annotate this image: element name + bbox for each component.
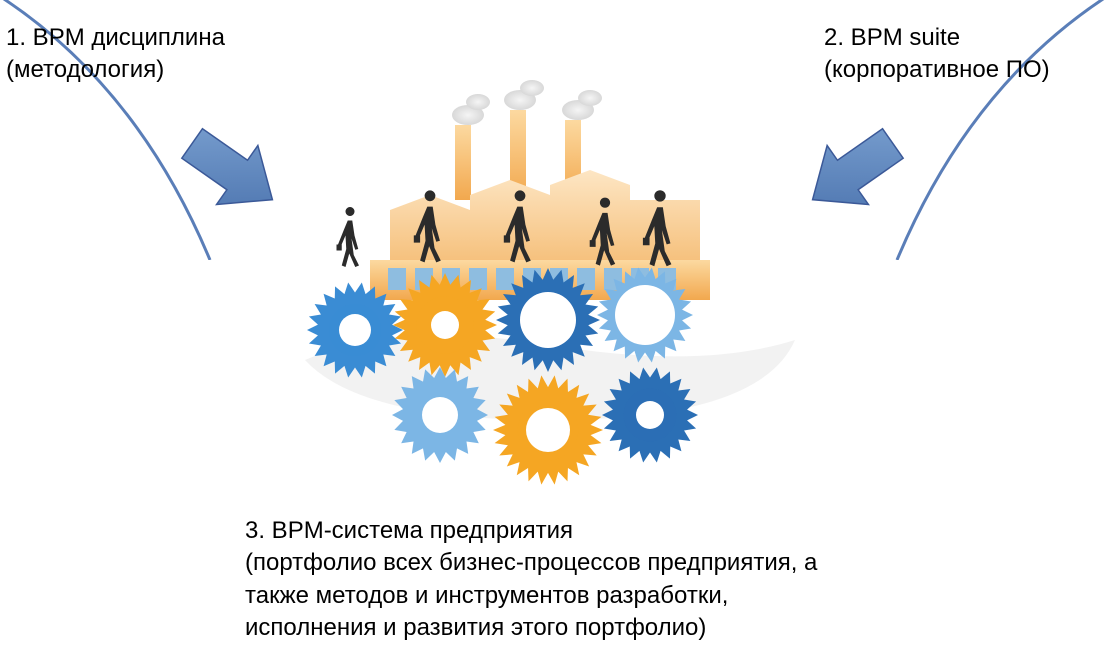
- label-3: 3. BPM-система предприятия (портфолио вс…: [245, 515, 925, 645]
- arrow-left: [160, 110, 290, 240]
- gear: [393, 273, 497, 377]
- label-2-line-2: (корпоративное ПО): [824, 56, 1050, 83]
- arrow-right: [795, 110, 925, 240]
- label-3-line-3: также методов и инструментов разработки,: [245, 582, 728, 609]
- label-3-line-1: 3. BPM-система предприятия: [245, 517, 573, 544]
- label-3-line-2: (портфолио всех бизнес-процессов предпри…: [245, 549, 817, 576]
- label-2-line-1: 2. BPM suite: [824, 24, 960, 51]
- label-1-line-1: 1. BPM дисциплина: [6, 24, 225, 51]
- label-1: 1. BPM дисциплина (методология): [6, 22, 225, 87]
- center-illustration: [300, 80, 800, 500]
- person-silhouette: [337, 207, 360, 267]
- label-2: 2. BPM suite (корпоративное ПО): [824, 22, 1050, 87]
- label-3-line-4: исполнения и развития этого портфолио): [245, 614, 706, 641]
- label-1-line-2: (методология): [6, 56, 164, 83]
- gear: [496, 268, 600, 372]
